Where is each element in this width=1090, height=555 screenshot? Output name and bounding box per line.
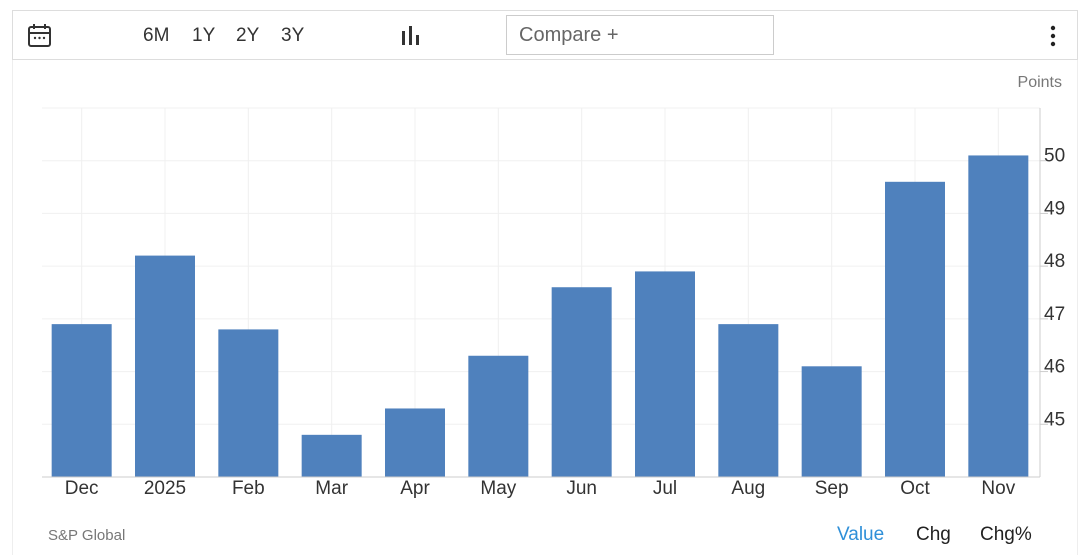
calendar-icon[interactable] xyxy=(27,23,53,49)
x-tick-label: Dec xyxy=(65,478,99,499)
compare-input[interactable]: Compare + xyxy=(506,15,774,55)
bar xyxy=(885,181,945,478)
range-button[interactable]: 6M xyxy=(143,25,170,46)
x-tick-label: Oct xyxy=(900,478,930,499)
bar xyxy=(301,434,362,477)
unit-label: Points xyxy=(1018,74,1062,91)
bar xyxy=(51,324,112,477)
y-tick-label: 49 xyxy=(1044,198,1065,219)
x-tick-label: Apr xyxy=(400,478,430,499)
menu-icon[interactable] xyxy=(1045,25,1061,47)
x-tick-label: 2025 xyxy=(144,478,186,499)
x-tick-label: Nov xyxy=(981,478,1015,499)
chg-pct-tab[interactable]: Chg% xyxy=(980,524,1032,545)
toolbar: 6M 1Y 2Y 3Y Compare + xyxy=(12,10,1078,60)
x-tick-label: Aug xyxy=(731,478,765,499)
source: S&P Global xyxy=(48,527,125,544)
bar xyxy=(718,324,779,477)
bar xyxy=(468,355,529,477)
range-button[interactable]: 3Y xyxy=(281,25,305,46)
value-tab[interactable]: Value xyxy=(837,524,885,545)
x-tick-label: May xyxy=(480,478,516,499)
bar xyxy=(218,329,279,477)
x-tick-label: Mar xyxy=(315,478,348,499)
bar xyxy=(551,287,612,477)
range-button[interactable]: 2Y xyxy=(236,25,260,46)
bar xyxy=(801,366,862,477)
x-tick-label: Jun xyxy=(566,478,597,499)
x-tick-label: Jul xyxy=(653,478,677,499)
chart-type-icon[interactable] xyxy=(400,25,422,47)
x-tick-label: Sep xyxy=(815,478,849,499)
bar xyxy=(385,408,445,477)
chart-panel xyxy=(12,60,1078,555)
x-tick-label: Feb xyxy=(232,478,265,499)
y-tick-label: 50 xyxy=(1044,146,1065,167)
y-tick-label: 47 xyxy=(1044,304,1065,325)
bar xyxy=(635,271,695,477)
range-button[interactable]: 1Y xyxy=(192,25,216,46)
chg-tab[interactable]: Chg xyxy=(916,524,951,545)
y-tick-label: 48 xyxy=(1044,251,1065,272)
y-tick-label: 46 xyxy=(1044,357,1065,378)
bar xyxy=(135,255,195,477)
y-tick-label: 45 xyxy=(1044,409,1065,430)
bar xyxy=(968,155,1029,477)
